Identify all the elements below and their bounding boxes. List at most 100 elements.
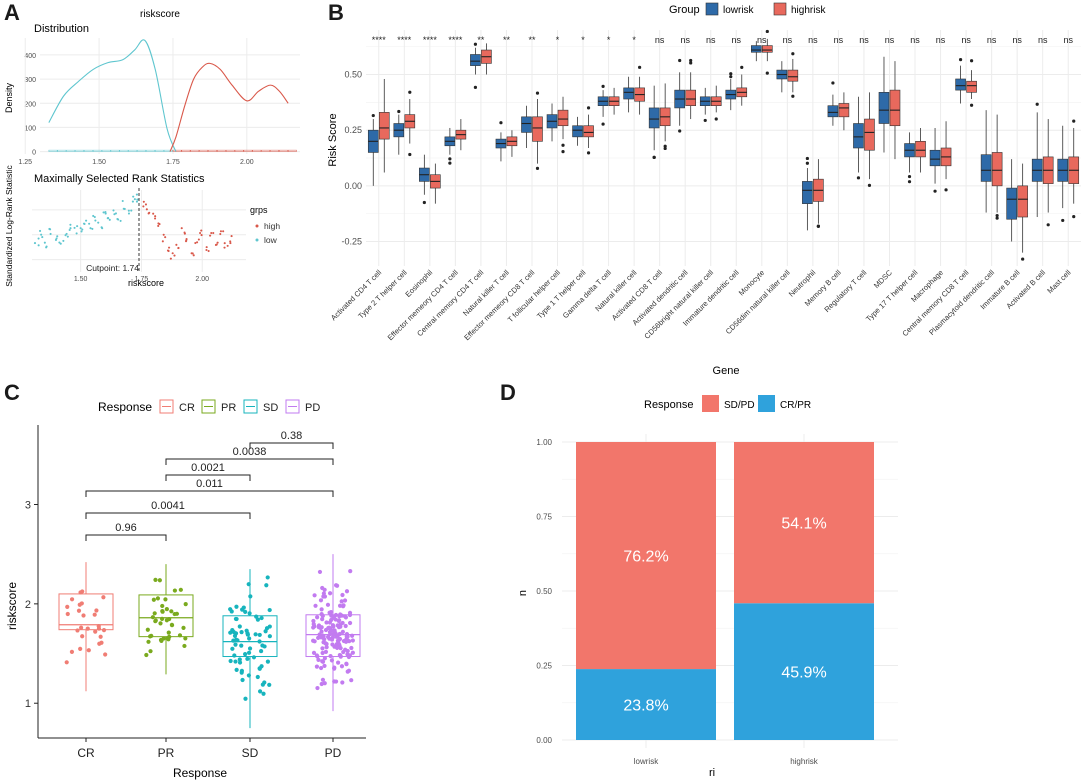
outlier-point xyxy=(689,61,693,65)
maxstat-point-high xyxy=(192,254,195,257)
maxstat-point-low xyxy=(117,218,120,221)
data-point-pr xyxy=(164,606,169,612)
data-point-sd xyxy=(228,607,233,612)
outlier-point xyxy=(816,224,820,228)
maxstat-point-low xyxy=(37,244,40,247)
box-highrisk xyxy=(787,69,799,82)
outlier-point xyxy=(765,71,769,75)
outlier-point xyxy=(663,144,667,148)
maxstat-point-high xyxy=(142,200,145,203)
comparison-pvalue: 0.0041 xyxy=(151,500,185,512)
distribution-histogram-bar xyxy=(199,149,209,152)
data-point-pd xyxy=(328,653,333,659)
maxstat-point-low xyxy=(97,221,100,224)
data-point-cr xyxy=(86,648,91,653)
data-point-pr xyxy=(166,637,171,642)
panel-b-legend-title: Group xyxy=(669,4,700,16)
outlier-point xyxy=(473,85,478,89)
data-point-sd xyxy=(265,575,270,580)
maxstat-point-high xyxy=(166,249,170,252)
maxstat-point-low xyxy=(91,227,94,230)
y-tick-label: -0.25 xyxy=(341,237,362,247)
legend-label-cr: CR xyxy=(179,402,195,414)
data-point-pd xyxy=(319,629,324,634)
maxstat-point-low xyxy=(82,222,86,225)
box-lowrisk xyxy=(878,92,890,124)
legend-crpr-key xyxy=(758,395,775,412)
data-point-sd xyxy=(230,646,235,651)
data-point-pd xyxy=(322,656,327,661)
data-point-cr xyxy=(96,623,101,629)
distribution-xtick-label: 2.00 xyxy=(240,159,254,166)
data-point-sd xyxy=(259,615,264,621)
outlier-point xyxy=(561,150,565,154)
maxstat-point-high xyxy=(157,222,160,225)
y-tick-label: 2 xyxy=(25,599,31,611)
maxstat-point-high xyxy=(209,234,212,237)
distribution-xtick-label: 1.75 xyxy=(166,159,180,166)
maxstat-point-low xyxy=(62,239,65,242)
outlier-point xyxy=(995,216,999,220)
data-point-pd xyxy=(330,642,335,647)
data-point-pr xyxy=(152,611,157,616)
outlier-point xyxy=(944,188,948,192)
data-point-pr xyxy=(183,601,188,607)
legend-crpr-label: CR/PR xyxy=(780,400,811,411)
data-point-pd xyxy=(319,625,324,630)
data-point-sd xyxy=(234,604,239,609)
data-point-sd xyxy=(257,689,263,694)
maxstat-point-low xyxy=(108,218,111,221)
maxstat-point-low xyxy=(39,229,42,232)
panel-d-ylabel: n xyxy=(517,590,529,596)
data-point-sd xyxy=(233,642,238,647)
maxstat-point-high xyxy=(223,246,226,249)
significance-label: ns xyxy=(680,35,690,45)
maxstat-legend-low: low xyxy=(264,235,278,245)
outlier-point xyxy=(652,155,656,159)
comparison-bracket xyxy=(85,512,251,519)
comparison-bracket xyxy=(85,534,167,541)
distribution-histogram-bar xyxy=(270,149,279,152)
legend-key-pd xyxy=(285,399,300,414)
outlier-point xyxy=(535,166,540,171)
data-point-pd xyxy=(324,620,329,625)
response-boxplot-area: 1 2 3 CR PR SD PD 0.38 0.0038 0.0021 0.011 0.0041 0.… xyxy=(25,425,366,760)
data-point-sd xyxy=(243,651,248,657)
distribution-histogram-bar xyxy=(190,149,200,152)
legend-sdpd-key xyxy=(702,395,719,412)
y-tick-label: 1.00 xyxy=(536,438,552,447)
data-point-pd xyxy=(333,583,339,588)
outlier-point xyxy=(791,94,795,98)
bar-segment-sdpd xyxy=(734,442,874,604)
data-point-cr xyxy=(64,660,69,665)
data-point-pd xyxy=(319,607,324,612)
maxstat-point-low xyxy=(131,200,134,203)
maxstat-point-high xyxy=(205,246,208,249)
density-curve-low xyxy=(48,39,177,152)
maxstat-point-low xyxy=(106,217,109,220)
data-point-pd xyxy=(320,677,326,682)
outlier-point xyxy=(586,106,591,110)
data-point-pd xyxy=(324,645,329,650)
data-point-sd xyxy=(255,674,260,680)
outlier-point xyxy=(765,29,769,34)
distribution-histogram-bar xyxy=(287,149,297,152)
data-point-pd xyxy=(313,603,318,608)
box-highrisk xyxy=(864,118,875,151)
y-tick-label: 0.50 xyxy=(344,70,362,80)
data-point-pd xyxy=(338,654,343,659)
data-point-cr xyxy=(92,612,97,617)
data-point-pd xyxy=(323,649,329,654)
maxstat-point-low xyxy=(94,219,97,222)
maxstat-point-low xyxy=(104,211,107,214)
data-point-sd xyxy=(260,682,265,687)
maxstat-point-low xyxy=(58,241,61,244)
distribution-ylabel: Density xyxy=(4,82,14,113)
maxstat-point-low xyxy=(49,228,52,231)
bar-percent-label: 76.2% xyxy=(623,549,668,566)
data-point-cr xyxy=(79,601,84,606)
data-point-pd xyxy=(337,631,342,637)
x-tick-label: Type 2 T helper cell xyxy=(356,268,409,321)
maxstat-point-low xyxy=(68,228,71,232)
data-point-pd xyxy=(350,638,355,643)
